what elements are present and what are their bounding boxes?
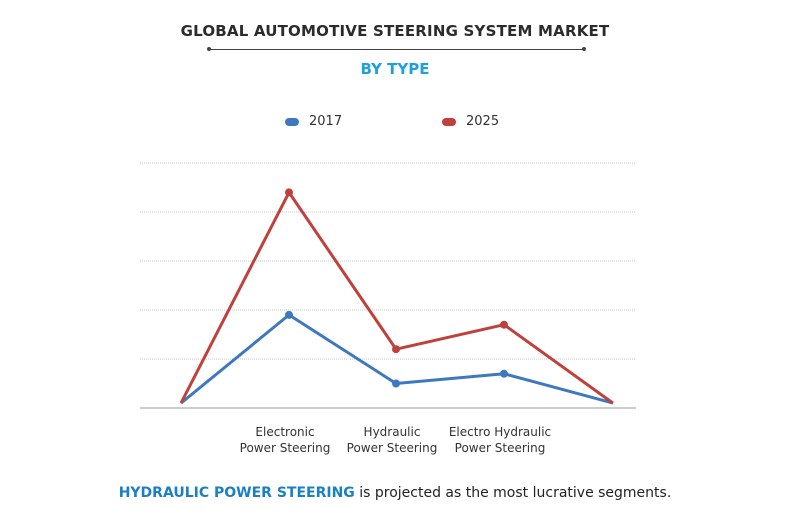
title-divider bbox=[207, 47, 586, 51]
line-chart: Electronic Power Steering Hydraulic Power S… bbox=[140, 162, 636, 455]
legend-swatch-2017 bbox=[285, 117, 299, 126]
legend-label-2017: 2017 bbox=[309, 114, 343, 129]
legend-label-2025: 2025 bbox=[466, 114, 500, 129]
data-point-2025-1[interactable] bbox=[285, 188, 293, 197]
x-tick-label: Hydraulic Power Steering bbox=[347, 425, 438, 455]
series-line-2025 bbox=[179, 190, 614, 405]
data-point-2025-3[interactable] bbox=[500, 320, 508, 329]
series-layer bbox=[179, 188, 614, 405]
x-tick-label: Electronic Power Steering bbox=[240, 425, 331, 455]
grid-layer bbox=[140, 162, 636, 409]
footer-text: is projected as the most lucrative segme… bbox=[354, 485, 672, 501]
chart-title: GLOBAL AUTOMOTIVE STEERING SYSTEM MARKET bbox=[180, 22, 610, 40]
data-point-2025-2[interactable] bbox=[392, 345, 400, 354]
data-point-2017-1[interactable] bbox=[285, 310, 293, 319]
x-tick-label: Electro Hydraulic Power Steering bbox=[449, 425, 551, 455]
chart-legend: 2017 2025 bbox=[0, 114, 790, 134]
data-point-2017-3[interactable] bbox=[500, 369, 508, 378]
data-point-2017-2[interactable] bbox=[392, 379, 400, 388]
footer-note: HYDRAULIC POWER STEERING is projected as… bbox=[0, 485, 790, 501]
footer-highlight: HYDRAULIC POWER STEERING bbox=[118, 485, 355, 501]
legend-swatch-2025 bbox=[442, 117, 456, 126]
chart-subtitle: BY TYPE bbox=[360, 60, 430, 78]
x-axis-labels: Electronic Power Steering Hydraulic Power S… bbox=[240, 425, 552, 455]
legend-item-2017[interactable]: 2017 bbox=[285, 114, 342, 129]
legend-item-2025[interactable]: 2025 bbox=[442, 114, 499, 129]
